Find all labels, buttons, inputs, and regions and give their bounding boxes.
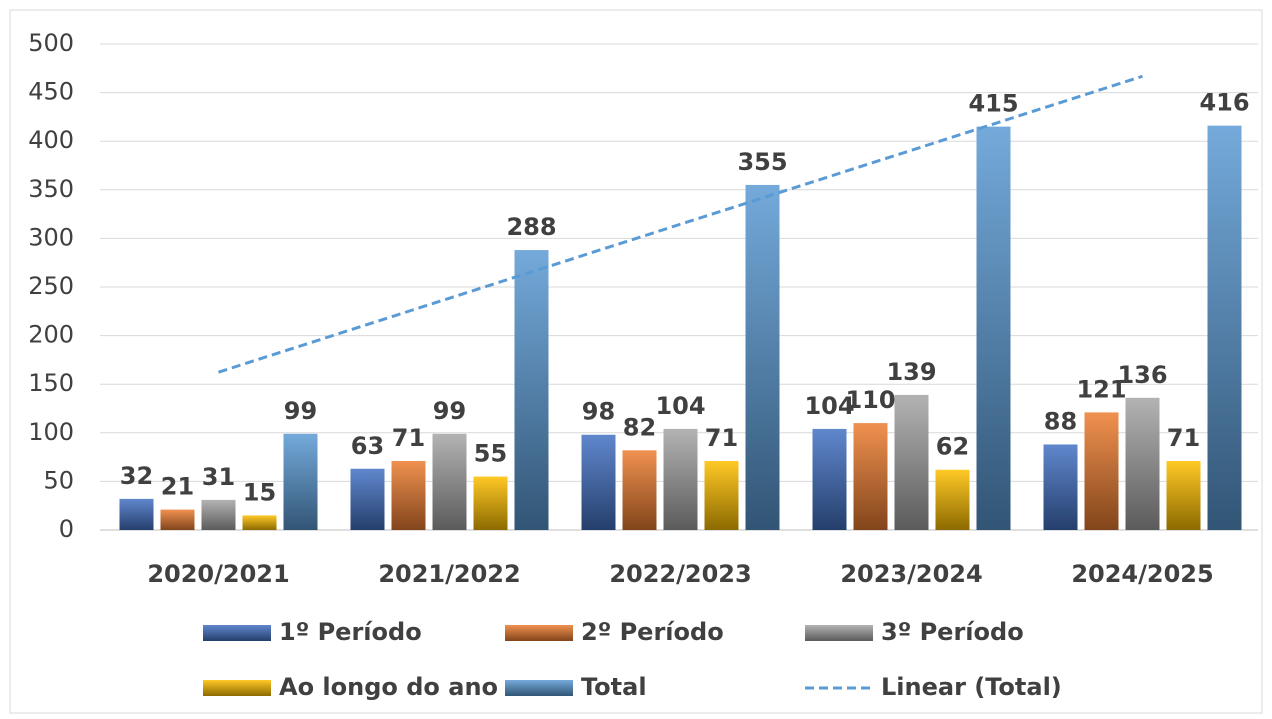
legend-label: 1º Período	[279, 618, 422, 646]
data-label: 136	[1117, 361, 1167, 389]
legend-label: 3º Período	[881, 618, 1024, 646]
bar	[935, 469, 970, 530]
bar	[119, 498, 154, 530]
data-label: 104	[804, 392, 854, 420]
x-tick-label: 2022/2023	[609, 560, 751, 588]
bar	[622, 450, 657, 530]
legend-swatch	[203, 680, 271, 696]
legend-label: Linear (Total)	[881, 673, 1062, 701]
y-tick-label: 500	[28, 29, 74, 57]
data-label: 139	[886, 358, 936, 386]
data-label: 288	[506, 213, 556, 241]
legend-swatch	[505, 625, 573, 641]
data-label: 31	[202, 463, 235, 491]
x-tick-label: 2024/2025	[1071, 560, 1213, 588]
bar	[283, 433, 318, 530]
y-tick-label: 200	[28, 321, 74, 349]
y-tick-label: 0	[59, 515, 74, 543]
legend-swatch	[505, 680, 573, 696]
data-label: 110	[845, 386, 895, 414]
trendline	[218, 74, 1143, 374]
bar	[1125, 397, 1160, 530]
bar	[350, 468, 385, 530]
y-tick-label: 250	[28, 272, 74, 300]
data-label: 104	[655, 392, 705, 420]
data-label: 416	[1199, 89, 1249, 117]
data-label: 415	[968, 90, 1018, 118]
data-label: 21	[161, 473, 194, 501]
x-tick-label: 2023/2024	[840, 560, 982, 588]
legend-label: Total	[581, 673, 647, 701]
legend-label: Ao longo do ano	[279, 673, 498, 701]
bar	[812, 428, 847, 530]
data-label: 55	[474, 440, 507, 468]
bar	[160, 509, 195, 530]
bar	[704, 460, 739, 530]
x-tick-label: 2021/2022	[378, 560, 520, 588]
bar	[1166, 460, 1201, 530]
bar	[663, 428, 698, 530]
legend-label: 2º Período	[581, 618, 724, 646]
data-label: 88	[1044, 407, 1077, 435]
data-label: 71	[392, 424, 425, 452]
y-tick-label: 300	[28, 223, 74, 251]
bar	[976, 126, 1011, 531]
bar	[1043, 444, 1078, 530]
data-label: 98	[582, 398, 615, 426]
y-tick-label: 400	[28, 126, 74, 154]
y-tick-label: 50	[43, 466, 74, 494]
data-label: 62	[936, 433, 969, 461]
bar	[432, 433, 467, 530]
bar	[894, 394, 929, 530]
data-label: 99	[284, 397, 317, 425]
y-tick-label: 450	[28, 78, 74, 106]
bar	[745, 184, 780, 530]
data-label: 32	[120, 462, 153, 490]
x-tick-label: 2020/2021	[147, 560, 289, 588]
data-label: 63	[351, 432, 384, 460]
y-tick-label: 350	[28, 175, 74, 203]
bar	[1207, 125, 1242, 530]
bar	[242, 515, 277, 530]
data-label: 121	[1076, 375, 1126, 403]
legend-swatch	[203, 625, 271, 641]
bar	[201, 499, 236, 530]
chart-border	[9, 9, 1263, 714]
data-label: 82	[623, 413, 656, 441]
bar	[391, 460, 426, 530]
data-label: 355	[737, 148, 787, 176]
y-tick-label: 150	[28, 369, 74, 397]
bar	[473, 476, 508, 530]
bar	[514, 250, 549, 530]
data-label: 15	[243, 478, 276, 506]
legend-swatch	[805, 625, 873, 641]
data-label: 71	[705, 424, 738, 452]
bar	[1084, 412, 1119, 530]
data-label: 71	[1167, 424, 1200, 452]
bar	[581, 434, 616, 530]
bar	[853, 423, 888, 530]
y-tick-label: 100	[28, 418, 74, 446]
data-label: 99	[433, 397, 466, 425]
